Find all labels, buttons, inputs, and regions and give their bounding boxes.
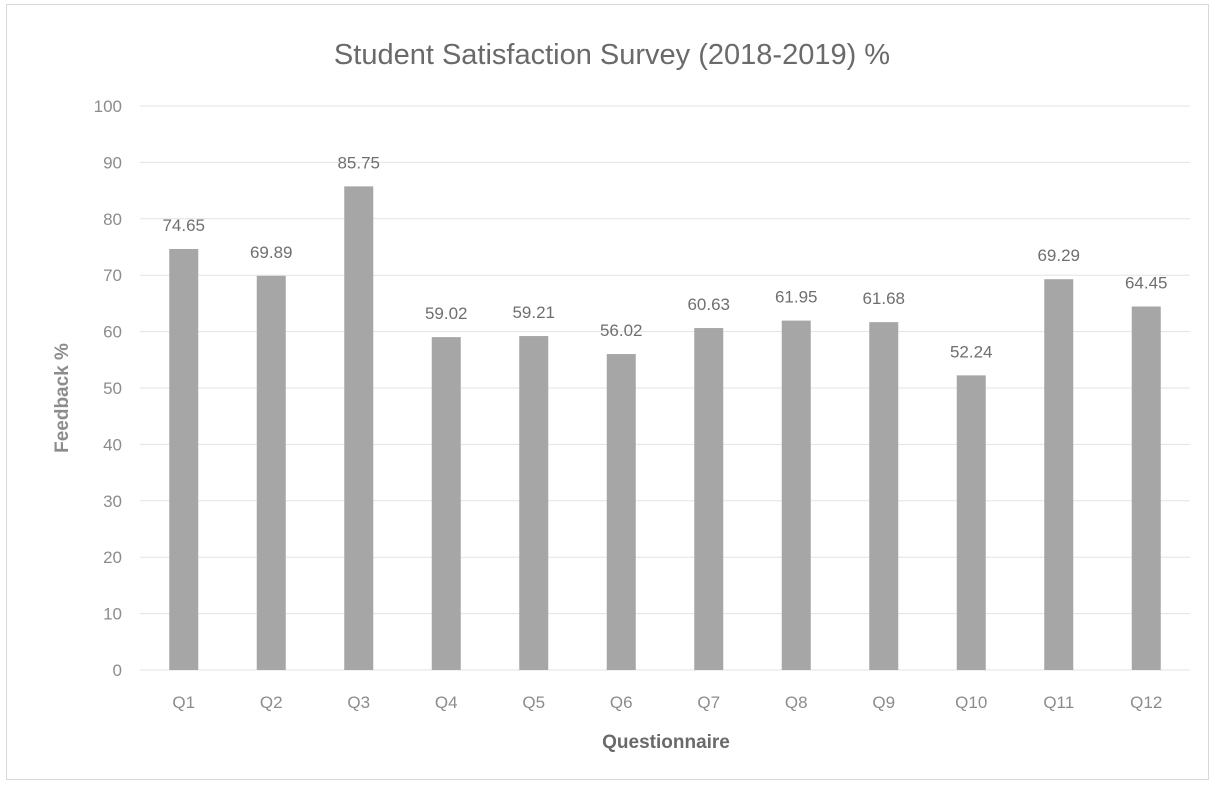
x-tick-label-q10: Q10: [955, 693, 987, 712]
bar-q8: [781, 320, 811, 670]
y-tick-label: 90: [103, 153, 122, 172]
data-label-q6: 56.02: [600, 321, 643, 340]
y-tick-label: 50: [103, 379, 122, 398]
x-tick-label-q9: Q9: [872, 693, 895, 712]
x-tick-label-q11: Q11: [1043, 693, 1074, 712]
x-axis-ticks: Q1 Q2 Q3 Q4 Q5 Q6 Q7 Q8 Q9 Q10 Q11 Q12: [172, 693, 1162, 712]
bar-q4: [431, 337, 461, 670]
x-tick-label-q4: Q4: [435, 693, 458, 712]
y-tick-label: 70: [103, 266, 122, 285]
bar-q6: [606, 354, 636, 670]
bar-q10: [956, 375, 986, 670]
y-tick-label: 60: [103, 323, 122, 342]
x-tick-label-q5: Q5: [522, 693, 545, 712]
bar-q3: [344, 186, 374, 670]
y-tick-label: 30: [103, 492, 122, 511]
y-tick-label: 0: [113, 661, 122, 680]
data-label-q12: 64.45: [1125, 274, 1168, 293]
bar-q7: [694, 328, 724, 670]
bars: [169, 186, 1161, 670]
data-label-q5: 59.21: [512, 303, 555, 322]
bar-q2: [256, 275, 286, 670]
y-tick-label: 40: [103, 435, 122, 454]
y-tick-label: 80: [103, 210, 122, 229]
data-label-q8: 61.95: [775, 288, 818, 307]
x-tick-label-q8: Q8: [785, 693, 808, 712]
bar-q5: [519, 336, 549, 670]
bar-q9: [869, 322, 899, 670]
y-tick-label: 100: [94, 97, 122, 116]
data-label-q1: 74.65: [162, 216, 205, 235]
data-label-q4: 59.02: [425, 304, 468, 323]
x-tick-label-q6: Q6: [610, 693, 633, 712]
data-label-q10: 52.24: [950, 342, 993, 361]
data-labels: 74.65 69.89 85.75 59.02 59.21 56.02 60.63 61.95…: [162, 153, 1167, 361]
y-tick-label: 10: [103, 605, 122, 624]
data-label-q3: 85.75: [337, 153, 380, 172]
y-axis-title: Feedback %: [52, 343, 73, 453]
y-tick-label: 20: [103, 548, 122, 567]
bar-q1: [169, 248, 199, 670]
x-tick-label-q2: Q2: [260, 693, 283, 712]
bar-q11: [1044, 279, 1074, 670]
data-label-q7: 60.63: [687, 295, 730, 314]
x-tick-label-q3: Q3: [347, 693, 370, 712]
y-axis-ticks: 0 10 20 30 40 50 60 70 80 90 100: [94, 97, 122, 680]
data-label-q11: 69.29: [1037, 246, 1080, 265]
data-label-q9: 61.68: [862, 289, 905, 308]
gridlines: [140, 105, 1190, 671]
x-tick-label-q12: Q12: [1130, 693, 1162, 712]
x-tick-label-q7: Q7: [697, 693, 720, 712]
x-tick-label-q1: Q1: [172, 693, 195, 712]
bar-q12: [1131, 306, 1161, 670]
data-label-q2: 69.89: [250, 243, 293, 262]
x-axis-title: Questionnaire: [602, 732, 730, 753]
chart-title: Student Satisfaction Survey (2018-2019) …: [334, 39, 890, 71]
